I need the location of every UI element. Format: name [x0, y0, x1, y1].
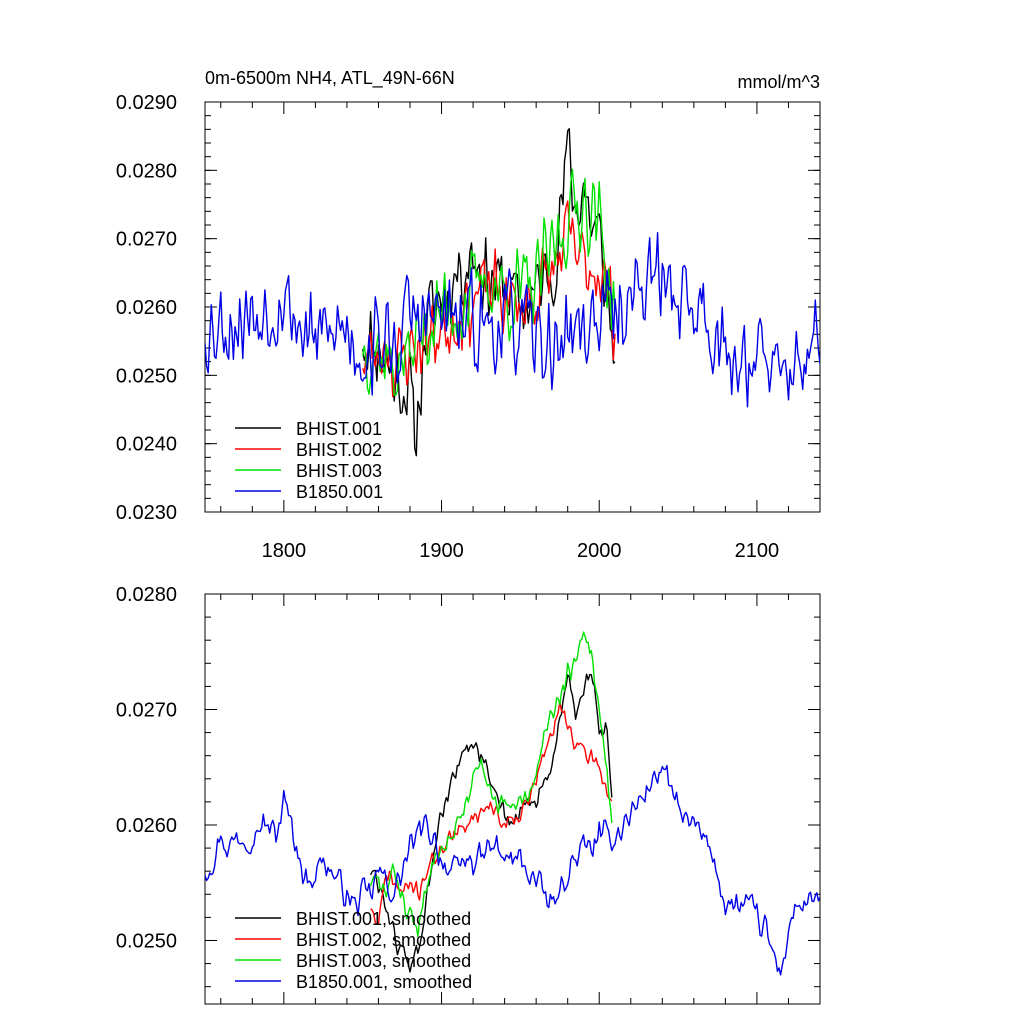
top-y-tick-labels: 0.0230 0.0240 0.0250 0.0260 0.0270 0.0280 0.02…	[116, 92, 177, 524]
top-legend-label: BHIST.003	[296, 461, 382, 481]
bottom-y-tick-label: 0.0260	[116, 815, 177, 837]
top-x-tick-labels: 1800 1900 2000 2100	[262, 540, 780, 562]
top-panel: 0.0230 0.0240 0.0250 0.0260 0.0270 0.0280 0.02…	[116, 68, 821, 562]
bottom-y-tick-label: 0.0280	[116, 584, 177, 606]
bottom-series-line-2	[370, 700, 613, 925]
top-legend-label: BHIST.001	[296, 419, 382, 439]
top-tick-marks	[205, 101, 821, 513]
bottom-legend-label: BHIST.003, smoothed	[296, 951, 471, 971]
top-y-tick-label: 0.0280	[116, 160, 177, 182]
bottom-plot-frame	[204, 593, 821, 1005]
top-series-line-4	[205, 231, 820, 408]
top-x-tick-label: 2000	[577, 540, 622, 562]
bottom-y-tick-labels: 0.0250 0.0260 0.0270 0.0280	[116, 584, 177, 952]
bottom-legend-label: BHIST.002, smoothed	[296, 930, 471, 950]
bottom-legend-label: BHIST.001, smoothed	[296, 909, 471, 929]
top-series-lines	[205, 127, 820, 457]
top-y-tick-label: 0.0240	[116, 434, 177, 456]
bottom-series-line-4	[205, 764, 820, 976]
top-y-tick-label: 0.0230	[116, 502, 177, 524]
top-chart-units: mmol/m^3	[738, 72, 820, 92]
top-y-tick-label: 0.0270	[116, 229, 177, 251]
bottom-legend-label: B1850.001, smoothed	[296, 972, 472, 992]
bottom-series-line-1	[369, 673, 613, 973]
top-y-tick-label: 0.0250	[116, 365, 177, 387]
bottom-y-tick-label: 0.0270	[116, 699, 177, 721]
top-y-tick-label: 0.0260	[116, 297, 177, 319]
top-chart-title: 0m-6500m NH4, ATL_49N-66N	[205, 68, 455, 89]
bottom-tick-marks	[205, 593, 821, 1004]
top-x-tick-label: 2100	[735, 540, 780, 562]
top-x-tick-label: 1900	[419, 540, 464, 562]
top-x-tick-label: 1800	[262, 540, 307, 562]
bottom-y-tick-label: 0.0250	[116, 930, 177, 952]
top-legend-label: B1850.001	[296, 482, 383, 502]
top-legend-label: BHIST.002	[296, 440, 382, 460]
bottom-series-lines	[205, 631, 820, 976]
top-y-tick-label: 0.0290	[116, 92, 177, 114]
bottom-panel: 0.0250 0.0260 0.0270 0.0280 BHIST.001, smoo…	[116, 584, 821, 1005]
top-series-line-3	[362, 168, 616, 396]
bottom-series-line-3	[369, 631, 613, 938]
top-series-line-1	[362, 127, 616, 457]
